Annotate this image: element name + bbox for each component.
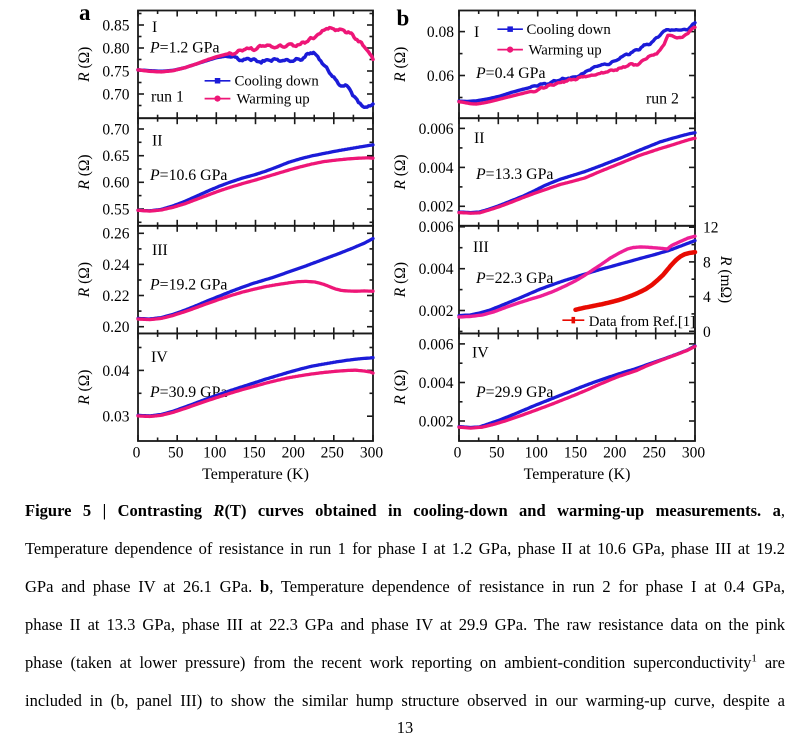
svg-text:P=19.2 GPa: P=19.2 GPa bbox=[149, 277, 227, 294]
svg-text:a: a bbox=[79, 0, 91, 25]
svg-text:0.04: 0.04 bbox=[102, 363, 129, 380]
svg-text:150: 150 bbox=[242, 445, 266, 462]
svg-text:IV: IV bbox=[151, 349, 168, 366]
svg-text:8: 8 bbox=[703, 254, 711, 271]
svg-text:P=0.4 GPa: P=0.4 GPa bbox=[475, 65, 545, 82]
svg-text:0.004: 0.004 bbox=[419, 375, 454, 392]
svg-text:Warming up: Warming up bbox=[529, 42, 602, 58]
svg-text:R (Ω): R (Ω) bbox=[76, 370, 93, 406]
svg-text:0.004: 0.004 bbox=[419, 261, 454, 278]
svg-text:I: I bbox=[152, 19, 157, 36]
svg-text:R (mΩ): R (mΩ) bbox=[717, 255, 734, 303]
svg-text:50: 50 bbox=[168, 445, 184, 462]
svg-text:Warming up: Warming up bbox=[237, 91, 310, 107]
svg-text:250: 250 bbox=[643, 445, 667, 462]
svg-text:0.004: 0.004 bbox=[419, 160, 454, 177]
svg-text:0.006: 0.006 bbox=[419, 336, 454, 353]
svg-text:run 2: run 2 bbox=[646, 90, 679, 107]
svg-text:b: b bbox=[397, 6, 410, 31]
svg-text:0.55: 0.55 bbox=[102, 201, 129, 218]
svg-text:0: 0 bbox=[133, 445, 141, 462]
svg-text:0.60: 0.60 bbox=[102, 175, 129, 192]
svg-text:0.06: 0.06 bbox=[427, 68, 454, 85]
svg-text:Cooling down: Cooling down bbox=[235, 74, 320, 90]
svg-text:0.002: 0.002 bbox=[419, 303, 454, 320]
svg-text:III: III bbox=[473, 239, 489, 256]
svg-text:0.75: 0.75 bbox=[102, 63, 129, 80]
svg-text:0.006: 0.006 bbox=[419, 219, 454, 236]
svg-text:0.002: 0.002 bbox=[419, 413, 454, 430]
svg-text:100: 100 bbox=[525, 445, 549, 462]
svg-text:250: 250 bbox=[321, 445, 345, 462]
svg-text:4: 4 bbox=[703, 289, 711, 306]
svg-text:0.002: 0.002 bbox=[419, 199, 454, 216]
svg-text:0.006: 0.006 bbox=[419, 121, 454, 138]
svg-text:0.80: 0.80 bbox=[102, 40, 129, 57]
svg-text:R (Ω): R (Ω) bbox=[76, 47, 93, 83]
svg-text:R (Ω): R (Ω) bbox=[76, 262, 93, 298]
svg-text:0.24: 0.24 bbox=[102, 257, 129, 274]
svg-text:R (Ω): R (Ω) bbox=[392, 47, 409, 83]
svg-text:P=22.3 GPa: P=22.3 GPa bbox=[475, 270, 553, 287]
svg-text:0: 0 bbox=[454, 445, 462, 462]
svg-text:III: III bbox=[152, 242, 168, 259]
svg-text:I: I bbox=[474, 24, 479, 41]
svg-text:R (Ω): R (Ω) bbox=[392, 370, 409, 406]
svg-text:12: 12 bbox=[703, 220, 719, 237]
svg-text:Cooling down: Cooling down bbox=[527, 22, 612, 38]
svg-text:P=13.3 GPa: P=13.3 GPa bbox=[475, 166, 553, 183]
svg-text:R (Ω): R (Ω) bbox=[392, 154, 409, 190]
svg-text:200: 200 bbox=[282, 445, 306, 462]
svg-text:Temperature (K): Temperature (K) bbox=[202, 466, 309, 483]
svg-text:0.22: 0.22 bbox=[102, 288, 129, 305]
svg-text:0.70: 0.70 bbox=[102, 121, 129, 138]
svg-text:II: II bbox=[152, 133, 163, 150]
svg-text:0.70: 0.70 bbox=[102, 86, 129, 103]
svg-text:P=10.6 GPa: P=10.6 GPa bbox=[149, 167, 227, 184]
svg-text:0.20: 0.20 bbox=[102, 319, 129, 336]
svg-text:Data from Ref.[1]: Data from Ref.[1] bbox=[589, 314, 695, 330]
svg-text:P=29.9 GPa: P=29.9 GPa bbox=[475, 384, 553, 401]
svg-text:run 1: run 1 bbox=[151, 89, 184, 106]
svg-text:R (Ω): R (Ω) bbox=[76, 154, 93, 190]
svg-text:300: 300 bbox=[360, 445, 384, 462]
svg-text:II: II bbox=[474, 130, 485, 147]
svg-text:0.26: 0.26 bbox=[102, 226, 129, 243]
svg-text:IV: IV bbox=[472, 345, 489, 362]
svg-text:0.08: 0.08 bbox=[427, 24, 454, 41]
svg-text:P=1.2 GPa: P=1.2 GPa bbox=[149, 40, 219, 57]
svg-text:0.85: 0.85 bbox=[102, 17, 129, 34]
svg-text:0.65: 0.65 bbox=[102, 148, 129, 165]
svg-text:R (Ω): R (Ω) bbox=[392, 262, 409, 298]
svg-text:300: 300 bbox=[682, 445, 706, 462]
svg-text:0: 0 bbox=[703, 324, 711, 341]
svg-text:0.03: 0.03 bbox=[102, 409, 129, 426]
svg-text:200: 200 bbox=[603, 445, 627, 462]
svg-text:50: 50 bbox=[489, 445, 505, 462]
svg-text:Temperature (K): Temperature (K) bbox=[524, 466, 631, 483]
svg-text:150: 150 bbox=[564, 445, 588, 462]
svg-text:100: 100 bbox=[203, 445, 227, 462]
